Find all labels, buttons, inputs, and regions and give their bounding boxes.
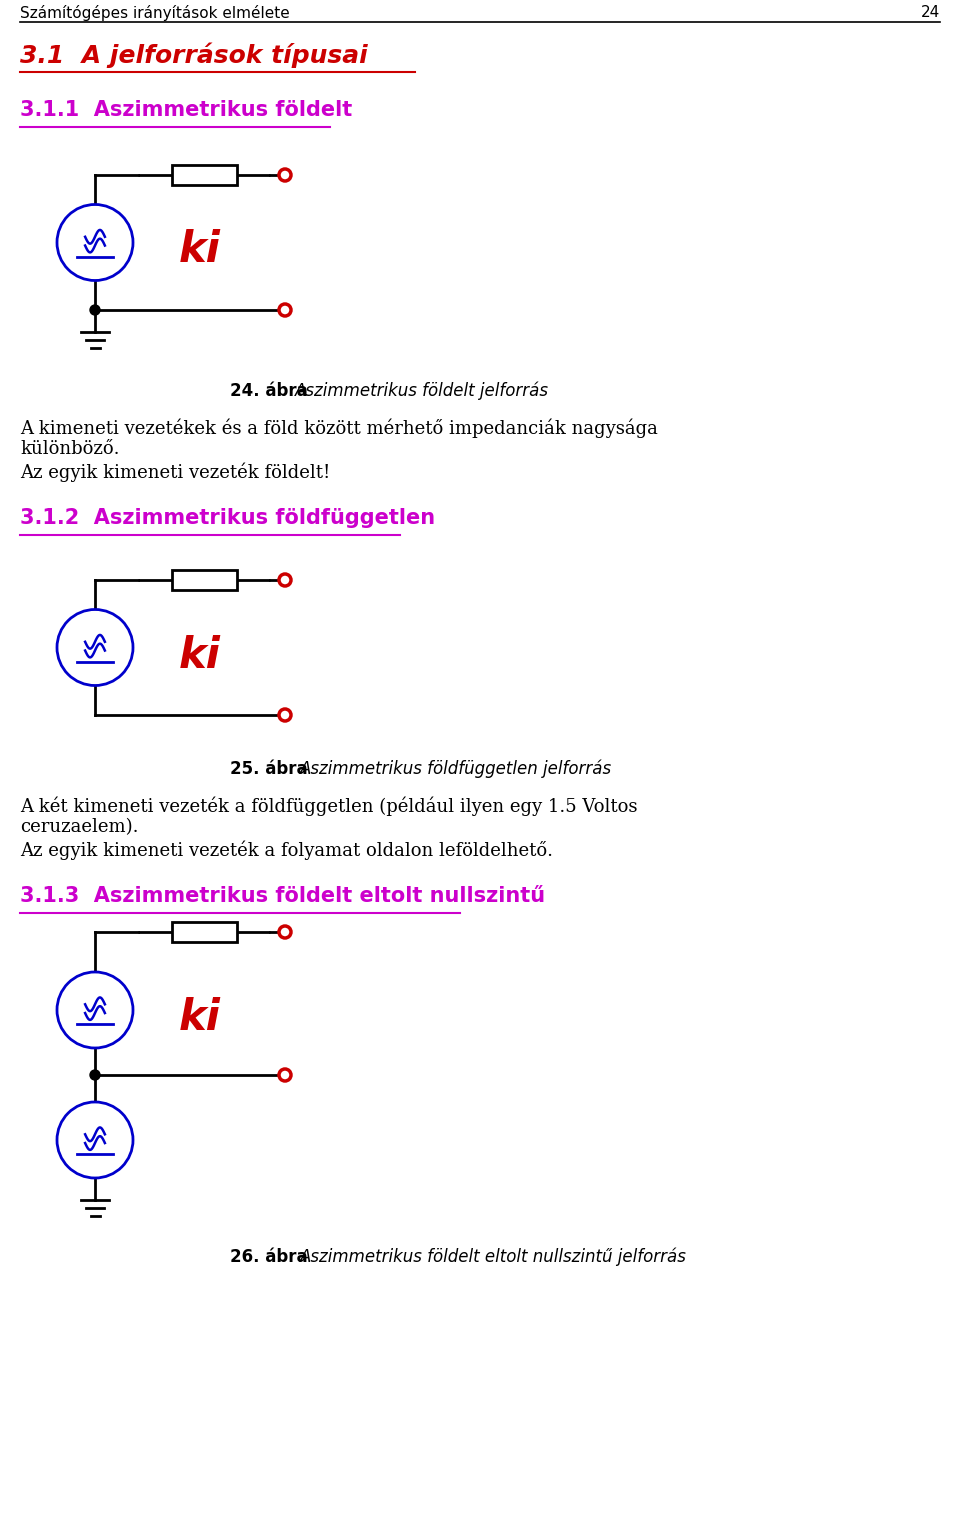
- Text: 24: 24: [921, 5, 940, 20]
- Text: 3.1.1  Aszimmetrikus földelt: 3.1.1 Aszimmetrikus földelt: [20, 100, 352, 120]
- Circle shape: [279, 1070, 291, 1081]
- Circle shape: [279, 169, 291, 181]
- Circle shape: [90, 304, 100, 315]
- Circle shape: [57, 610, 133, 686]
- Circle shape: [57, 1102, 133, 1177]
- Text: ki: ki: [180, 635, 221, 676]
- Circle shape: [279, 573, 291, 586]
- Circle shape: [57, 971, 133, 1048]
- Circle shape: [279, 925, 291, 938]
- Text: 3.1.3  Aszimmetrikus földelt eltolt nullszintű: 3.1.3 Aszimmetrikus földelt eltolt nulls…: [20, 885, 545, 905]
- Circle shape: [57, 204, 133, 280]
- Text: Aszimmetrikus földfüggetlen jelforrás: Aszimmetrikus földfüggetlen jelforrás: [300, 759, 612, 779]
- Text: Az egyik kimeneti vezeték a folyamat oldalon leföldelhető.: Az egyik kimeneti vezeték a folyamat old…: [20, 841, 553, 859]
- Text: Aszimmetrikus földelt eltolt nullszintű jelforrás: Aszimmetrikus földelt eltolt nullszintű …: [300, 1248, 686, 1266]
- Bar: [172, 570, 236, 590]
- Text: ceruzaelem).: ceruzaelem).: [20, 818, 138, 836]
- Text: 25. ábra: 25. ábra: [230, 759, 307, 778]
- Text: ki: ki: [180, 229, 221, 272]
- Text: A két kimeneti vezeték a földfüggetlen (például ilyen egy 1.5 Voltos: A két kimeneti vezeték a földfüggetlen (…: [20, 796, 637, 816]
- Text: Számítógépes irányítások elmélete: Számítógépes irányítások elmélete: [20, 5, 290, 22]
- Text: A kimeneti vezetékek és a föld között mérhető impedanciák nagysága: A kimeneti vezetékek és a föld között mé…: [20, 418, 658, 438]
- Circle shape: [90, 1070, 100, 1081]
- Text: ki: ki: [180, 998, 221, 1039]
- Circle shape: [279, 304, 291, 317]
- Bar: [172, 922, 236, 942]
- Text: különböző.: különböző.: [20, 440, 119, 458]
- Circle shape: [279, 709, 291, 721]
- Text: 24. ábra: 24. ábra: [230, 383, 308, 400]
- Bar: [172, 164, 236, 184]
- Text: 26. ábra: 26. ábra: [230, 1248, 307, 1266]
- Text: Az egyik kimeneti vezeték földelt!: Az egyik kimeneti vezeték földelt!: [20, 463, 330, 481]
- Text: 3.1  A jelforrások típusai: 3.1 A jelforrások típusai: [20, 41, 368, 68]
- Text: Aszimmetrikus földelt jelforrás: Aszimmetrikus földelt jelforrás: [295, 383, 549, 401]
- Text: 3.1.2  Aszimmetrikus földfüggetlen: 3.1.2 Aszimmetrikus földfüggetlen: [20, 509, 435, 529]
